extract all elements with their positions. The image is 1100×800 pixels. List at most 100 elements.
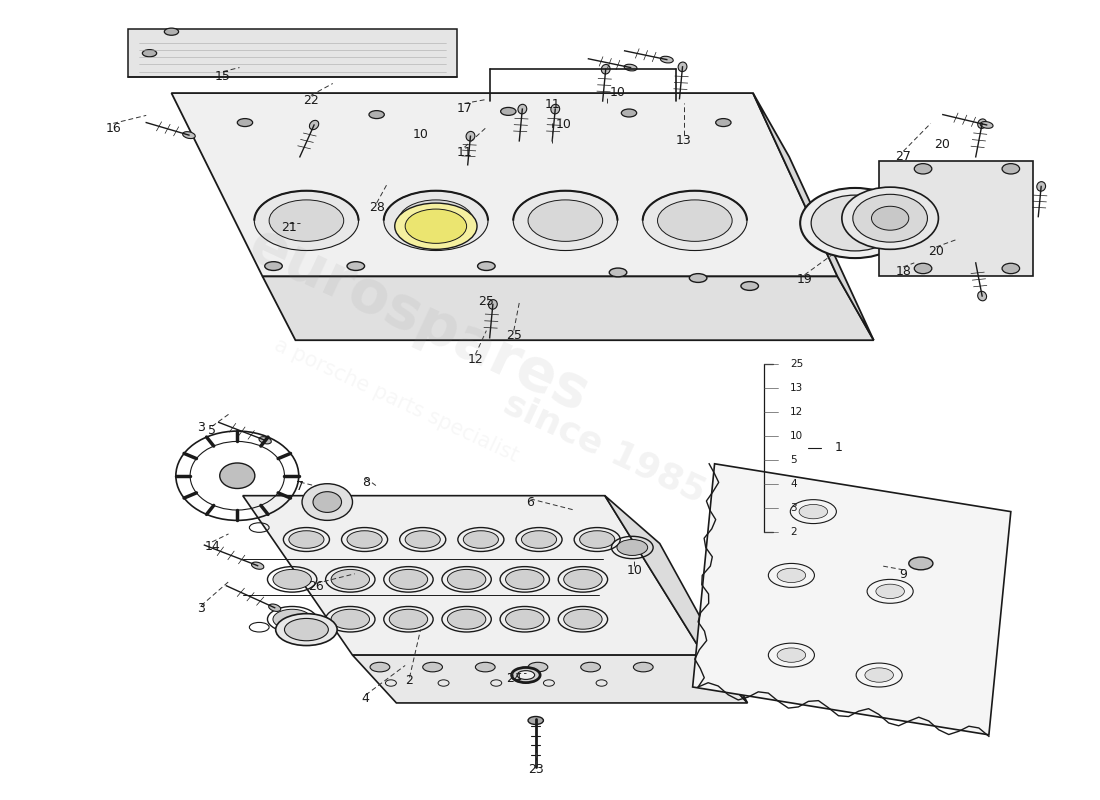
Ellipse shape <box>528 662 548 672</box>
Ellipse shape <box>914 164 932 174</box>
Polygon shape <box>879 161 1033 277</box>
Ellipse shape <box>716 118 732 126</box>
Ellipse shape <box>475 662 495 672</box>
Text: 12: 12 <box>468 353 483 366</box>
Ellipse shape <box>634 662 653 672</box>
Polygon shape <box>243 496 704 655</box>
Ellipse shape <box>777 568 805 582</box>
Ellipse shape <box>799 505 827 518</box>
Text: 26: 26 <box>308 580 324 593</box>
Ellipse shape <box>477 262 495 270</box>
Ellipse shape <box>1002 263 1020 274</box>
Ellipse shape <box>346 530 382 548</box>
Ellipse shape <box>741 282 759 290</box>
Ellipse shape <box>909 557 933 570</box>
Ellipse shape <box>1002 164 1020 174</box>
Ellipse shape <box>506 610 544 630</box>
Text: 14: 14 <box>205 540 220 553</box>
Ellipse shape <box>811 195 899 251</box>
Ellipse shape <box>142 50 156 57</box>
Ellipse shape <box>617 539 648 555</box>
Ellipse shape <box>395 203 477 250</box>
Text: 3: 3 <box>790 502 796 513</box>
Polygon shape <box>352 655 748 703</box>
Ellipse shape <box>254 190 359 250</box>
Ellipse shape <box>238 118 253 126</box>
Text: 15: 15 <box>216 70 231 83</box>
Ellipse shape <box>346 262 364 270</box>
Ellipse shape <box>609 268 627 277</box>
Text: 4: 4 <box>362 692 370 705</box>
Ellipse shape <box>690 274 707 282</box>
Text: 2: 2 <box>406 674 414 687</box>
Text: since 1985: since 1985 <box>498 386 712 510</box>
Ellipse shape <box>978 291 987 301</box>
Ellipse shape <box>273 610 311 630</box>
Ellipse shape <box>865 668 893 682</box>
Ellipse shape <box>658 200 733 242</box>
Text: 10: 10 <box>556 118 571 130</box>
Text: 3: 3 <box>197 421 205 434</box>
Ellipse shape <box>389 610 428 630</box>
Ellipse shape <box>500 107 516 115</box>
Text: 19: 19 <box>796 273 813 286</box>
Ellipse shape <box>331 570 370 590</box>
Ellipse shape <box>405 209 466 243</box>
Circle shape <box>314 492 341 513</box>
Ellipse shape <box>265 262 283 270</box>
Ellipse shape <box>164 28 178 35</box>
Text: 22: 22 <box>302 94 319 106</box>
Text: 6: 6 <box>526 496 535 510</box>
Ellipse shape <box>506 570 544 590</box>
Text: 20: 20 <box>928 246 944 258</box>
Text: a porsche parts specialist: a porsche parts specialist <box>271 334 521 466</box>
Ellipse shape <box>405 530 440 548</box>
Text: 25: 25 <box>790 359 803 369</box>
Ellipse shape <box>518 104 527 114</box>
Ellipse shape <box>252 562 264 570</box>
Ellipse shape <box>800 188 910 258</box>
Ellipse shape <box>842 187 938 250</box>
Text: 21: 21 <box>280 222 297 234</box>
Ellipse shape <box>309 120 319 130</box>
Text: 10: 10 <box>610 86 626 98</box>
Circle shape <box>302 484 352 520</box>
Polygon shape <box>263 277 873 340</box>
Text: 20: 20 <box>934 138 949 150</box>
Ellipse shape <box>463 530 498 548</box>
Ellipse shape <box>289 530 324 548</box>
Text: 2: 2 <box>790 526 796 537</box>
Ellipse shape <box>551 104 560 114</box>
Text: 1: 1 <box>835 442 843 454</box>
Text: 23: 23 <box>528 763 543 777</box>
Circle shape <box>220 463 255 489</box>
Ellipse shape <box>285 618 329 641</box>
Polygon shape <box>693 464 1011 735</box>
Ellipse shape <box>580 530 615 548</box>
Ellipse shape <box>368 110 384 118</box>
Ellipse shape <box>521 530 557 548</box>
Text: 24: 24 <box>506 672 521 685</box>
Ellipse shape <box>563 570 602 590</box>
Text: 11: 11 <box>544 98 560 110</box>
Text: 10: 10 <box>412 128 429 141</box>
Ellipse shape <box>914 263 932 274</box>
Ellipse shape <box>980 122 993 128</box>
Text: 25: 25 <box>506 329 521 342</box>
Ellipse shape <box>660 56 673 63</box>
Ellipse shape <box>642 190 747 250</box>
Text: 17: 17 <box>456 102 472 114</box>
Ellipse shape <box>871 206 909 230</box>
Text: 5: 5 <box>208 424 216 437</box>
Ellipse shape <box>270 200 343 242</box>
Text: eurospares: eurospares <box>239 217 597 424</box>
Ellipse shape <box>466 131 475 141</box>
Ellipse shape <box>370 662 389 672</box>
Text: 12: 12 <box>790 407 803 417</box>
Ellipse shape <box>258 437 272 444</box>
Ellipse shape <box>514 190 617 250</box>
Ellipse shape <box>528 200 603 242</box>
Ellipse shape <box>398 200 473 242</box>
Ellipse shape <box>876 584 904 598</box>
Ellipse shape <box>563 610 602 630</box>
